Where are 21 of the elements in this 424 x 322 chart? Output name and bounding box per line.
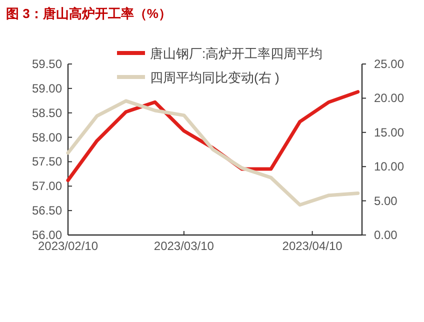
y-tick-label: 57.00 (32, 179, 62, 194)
y2-tick-label: 25.00 (374, 57, 404, 71)
y-tick-label: 57.50 (32, 154, 62, 169)
line-series (66, 99, 360, 207)
x-tick-label: 2023/02/10 (38, 239, 98, 253)
x-tick-label: 2023/03/10 (154, 239, 214, 253)
y2-tick-label: 15.00 (374, 125, 404, 140)
y-tick-label: 58.00 (32, 130, 62, 144)
y-tick-label: 56.50 (32, 204, 62, 218)
chart-title: 图 3：唐山高炉开工率（%） (6, 6, 172, 21)
y-tick-label: 59.50 (32, 57, 62, 71)
x-tick-label: 2023/04/10 (282, 239, 343, 253)
y-tick-label: 58.50 (32, 106, 62, 120)
y2-tick-label: 10.00 (374, 160, 404, 174)
y2-tick-label: 0.00 (374, 228, 398, 242)
y2-tick-label: 5.00 (374, 194, 398, 208)
legend-label: 四周平均同比变动(右 ) (150, 70, 280, 85)
legend-label: 唐山钢厂:高炉开工率四周平均 (150, 46, 323, 61)
y-tick-label: 56.00 (32, 228, 62, 242)
y2-tick-label: 20.00 (374, 91, 404, 106)
y-tick-label: 59.00 (32, 81, 62, 96)
